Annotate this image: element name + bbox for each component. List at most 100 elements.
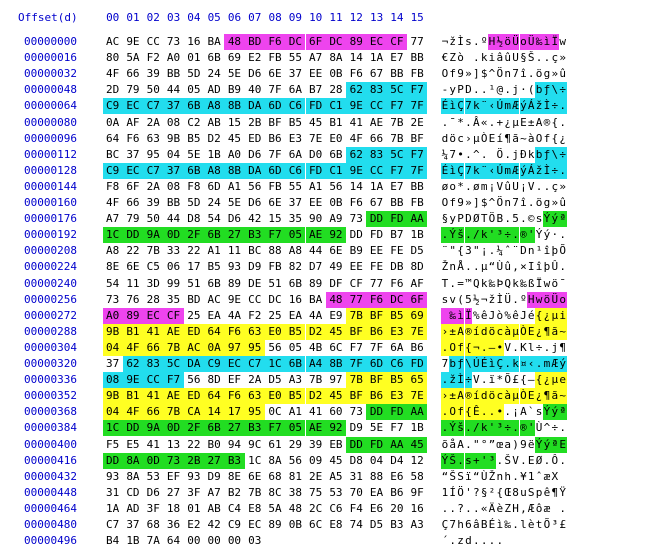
hex-byte[interactable]: 08 [102,372,123,389]
hex-byte[interactable]: EF [166,469,181,483]
hex-byte[interactable]: A1 [207,244,221,258]
hex-byte[interactable]: 5E [187,147,201,161]
hex-byte[interactable]: 0D [143,452,164,469]
ascii-char[interactable]: $ [480,67,488,81]
hex-byte[interactable]: 22 [187,437,201,451]
ascii-char[interactable]: $ [480,196,488,209]
ascii-char[interactable]: " [472,244,480,258]
ascii-char[interactable]: k [480,276,488,290]
hex-byte[interactable]: BB [410,179,424,193]
hex-byte[interactable]: C1 [325,162,347,179]
hex-byte[interactable]: AA [386,436,407,453]
hex-byte[interactable]: B3 [390,518,404,531]
hex-byte[interactable]: BD [244,34,265,50]
ascii-char[interactable]: . [496,453,504,467]
hex-byte[interactable]: 48 [224,34,245,50]
hex-byte[interactable]: 68 [268,469,282,483]
hex-byte[interactable]: 64 [166,534,181,548]
hex-byte[interactable]: FE [369,260,384,274]
hex-byte[interactable]: 04 [166,147,181,161]
ascii-char[interactable]: . [465,501,472,515]
ascii-char[interactable]: â [472,518,480,531]
hex-byte[interactable]: 11 [126,276,140,290]
ascii-char[interactable]: à [503,388,512,405]
hex-byte[interactable]: A9 [329,212,343,226]
hex-byte[interactable]: AE [305,227,326,244]
hex-byte[interactable]: B0 [207,437,221,451]
ascii-char[interactable]: ( [527,83,535,97]
hex-byte[interactable]: 7F [407,98,428,115]
ascii-char[interactable]: Ï [535,276,543,290]
hex-byte[interactable]: D8 [349,453,363,467]
ascii-char[interactable]: ã [550,388,559,405]
ascii-char[interactable]: ï [488,373,496,387]
hex-byte[interactable]: 62 [122,356,144,372]
ascii-char[interactable]: ™ [465,276,472,290]
hex-byte[interactable]: 0C [268,405,282,419]
hex-byte[interactable]: E6 [369,501,384,515]
ascii-char[interactable]: . [520,453,527,467]
hex-byte[interactable] [326,533,346,549]
ascii-char[interactable]: l [527,340,535,354]
hex-byte[interactable]: 93 [106,469,120,483]
hex-byte[interactable]: 5C [163,356,184,372]
hex-byte[interactable]: C7 [143,98,164,115]
ascii-char[interactable]: ] [472,67,480,81]
hex-row[interactable]: 00000192 1C DD 9A 0D 2F 6B 27 B3 F7 05 AE 92 DD FD B7 1B… [0,227,656,244]
hex-byte[interactable]: 73 [166,35,181,48]
ascii-char[interactable]: à [527,131,535,145]
ascii-char[interactable]: U [512,51,519,65]
hex-byte[interactable]: C7 [143,162,164,179]
hex-byte[interactable]: 6B [288,276,302,290]
ascii-char[interactable]: . [558,98,567,115]
hex-byte[interactable]: 31 [106,485,120,499]
ascii-char[interactable]: ã [550,323,559,340]
hex-byte[interactable]: 92 [325,227,347,244]
ascii-char[interactable]: š [456,227,465,244]
hex-byte[interactable]: E3 [288,131,302,145]
hex-byte[interactable]: 1C [102,227,123,244]
ascii-char[interactable]: Ù [535,421,543,435]
hex-byte[interactable]: 4A [309,308,323,322]
ascii-char[interactable]: ¿ [543,307,551,324]
hex-byte[interactable]: 80 [106,51,120,65]
ascii-char[interactable]: + [496,115,504,129]
ascii-char[interactable]: . [511,227,520,244]
ascii-char[interactable]: “ [488,260,496,274]
hex-byte[interactable]: C2 [187,115,201,129]
hex-byte[interactable]: 45 [309,115,323,129]
ascii-char[interactable]: j [512,147,519,161]
ascii-char[interactable]: % [504,308,511,322]
hex-byte[interactable]: BF [366,307,387,324]
hex-row[interactable]: 00000080 0A AF 2A 08 C2 AB 15 2B BF B5 45 B1 41 AE 7B 2E… [0,115,656,131]
hex-byte[interactable]: D9 [207,469,221,483]
hex-byte[interactable]: E5 [126,437,140,451]
ascii-char[interactable]: * [457,115,464,129]
hex-byte[interactable]: FB [410,196,424,209]
ascii-char[interactable]: Ý [535,436,543,453]
hex-byte[interactable]: A8 [204,98,225,115]
ascii-char[interactable]: . [472,501,480,515]
ascii-char[interactable]: T [441,276,449,290]
hex-byte[interactable]: 29 [288,437,302,451]
hex-byte[interactable]: 9E [346,98,367,115]
hex-byte[interactable]: 66 [126,67,140,81]
hex-row[interactable]: 00000176 A7 79 50 44 D8 54 D6 42 15 35 90 A9 73 DD FD AA… [0,211,656,228]
hex-byte[interactable]: 9E [122,372,144,389]
hex-byte[interactable]: 0B [288,518,302,531]
hex-byte[interactable]: AD [126,501,140,515]
ascii-char[interactable]: O [441,196,449,209]
hex-byte[interactable]: 5E [369,421,384,435]
hex-byte[interactable]: 4F [122,404,144,421]
hex-byte[interactable]: 37 [106,357,120,370]
ascii-char[interactable]: µ [480,260,488,274]
hex-byte[interactable]: F7 [386,98,407,115]
hex-byte[interactable]: 01 [187,501,201,515]
hex-byte[interactable]: BC [248,244,262,258]
ascii-char[interactable]: 1 [441,485,449,499]
ascii-char[interactable]: J [520,308,527,322]
ascii-char[interactable]: s [535,405,543,419]
ascii-char[interactable]: 7 [449,147,457,161]
ascii-char[interactable]: Ú [495,98,504,115]
ascii-char[interactable]: . [488,534,496,548]
